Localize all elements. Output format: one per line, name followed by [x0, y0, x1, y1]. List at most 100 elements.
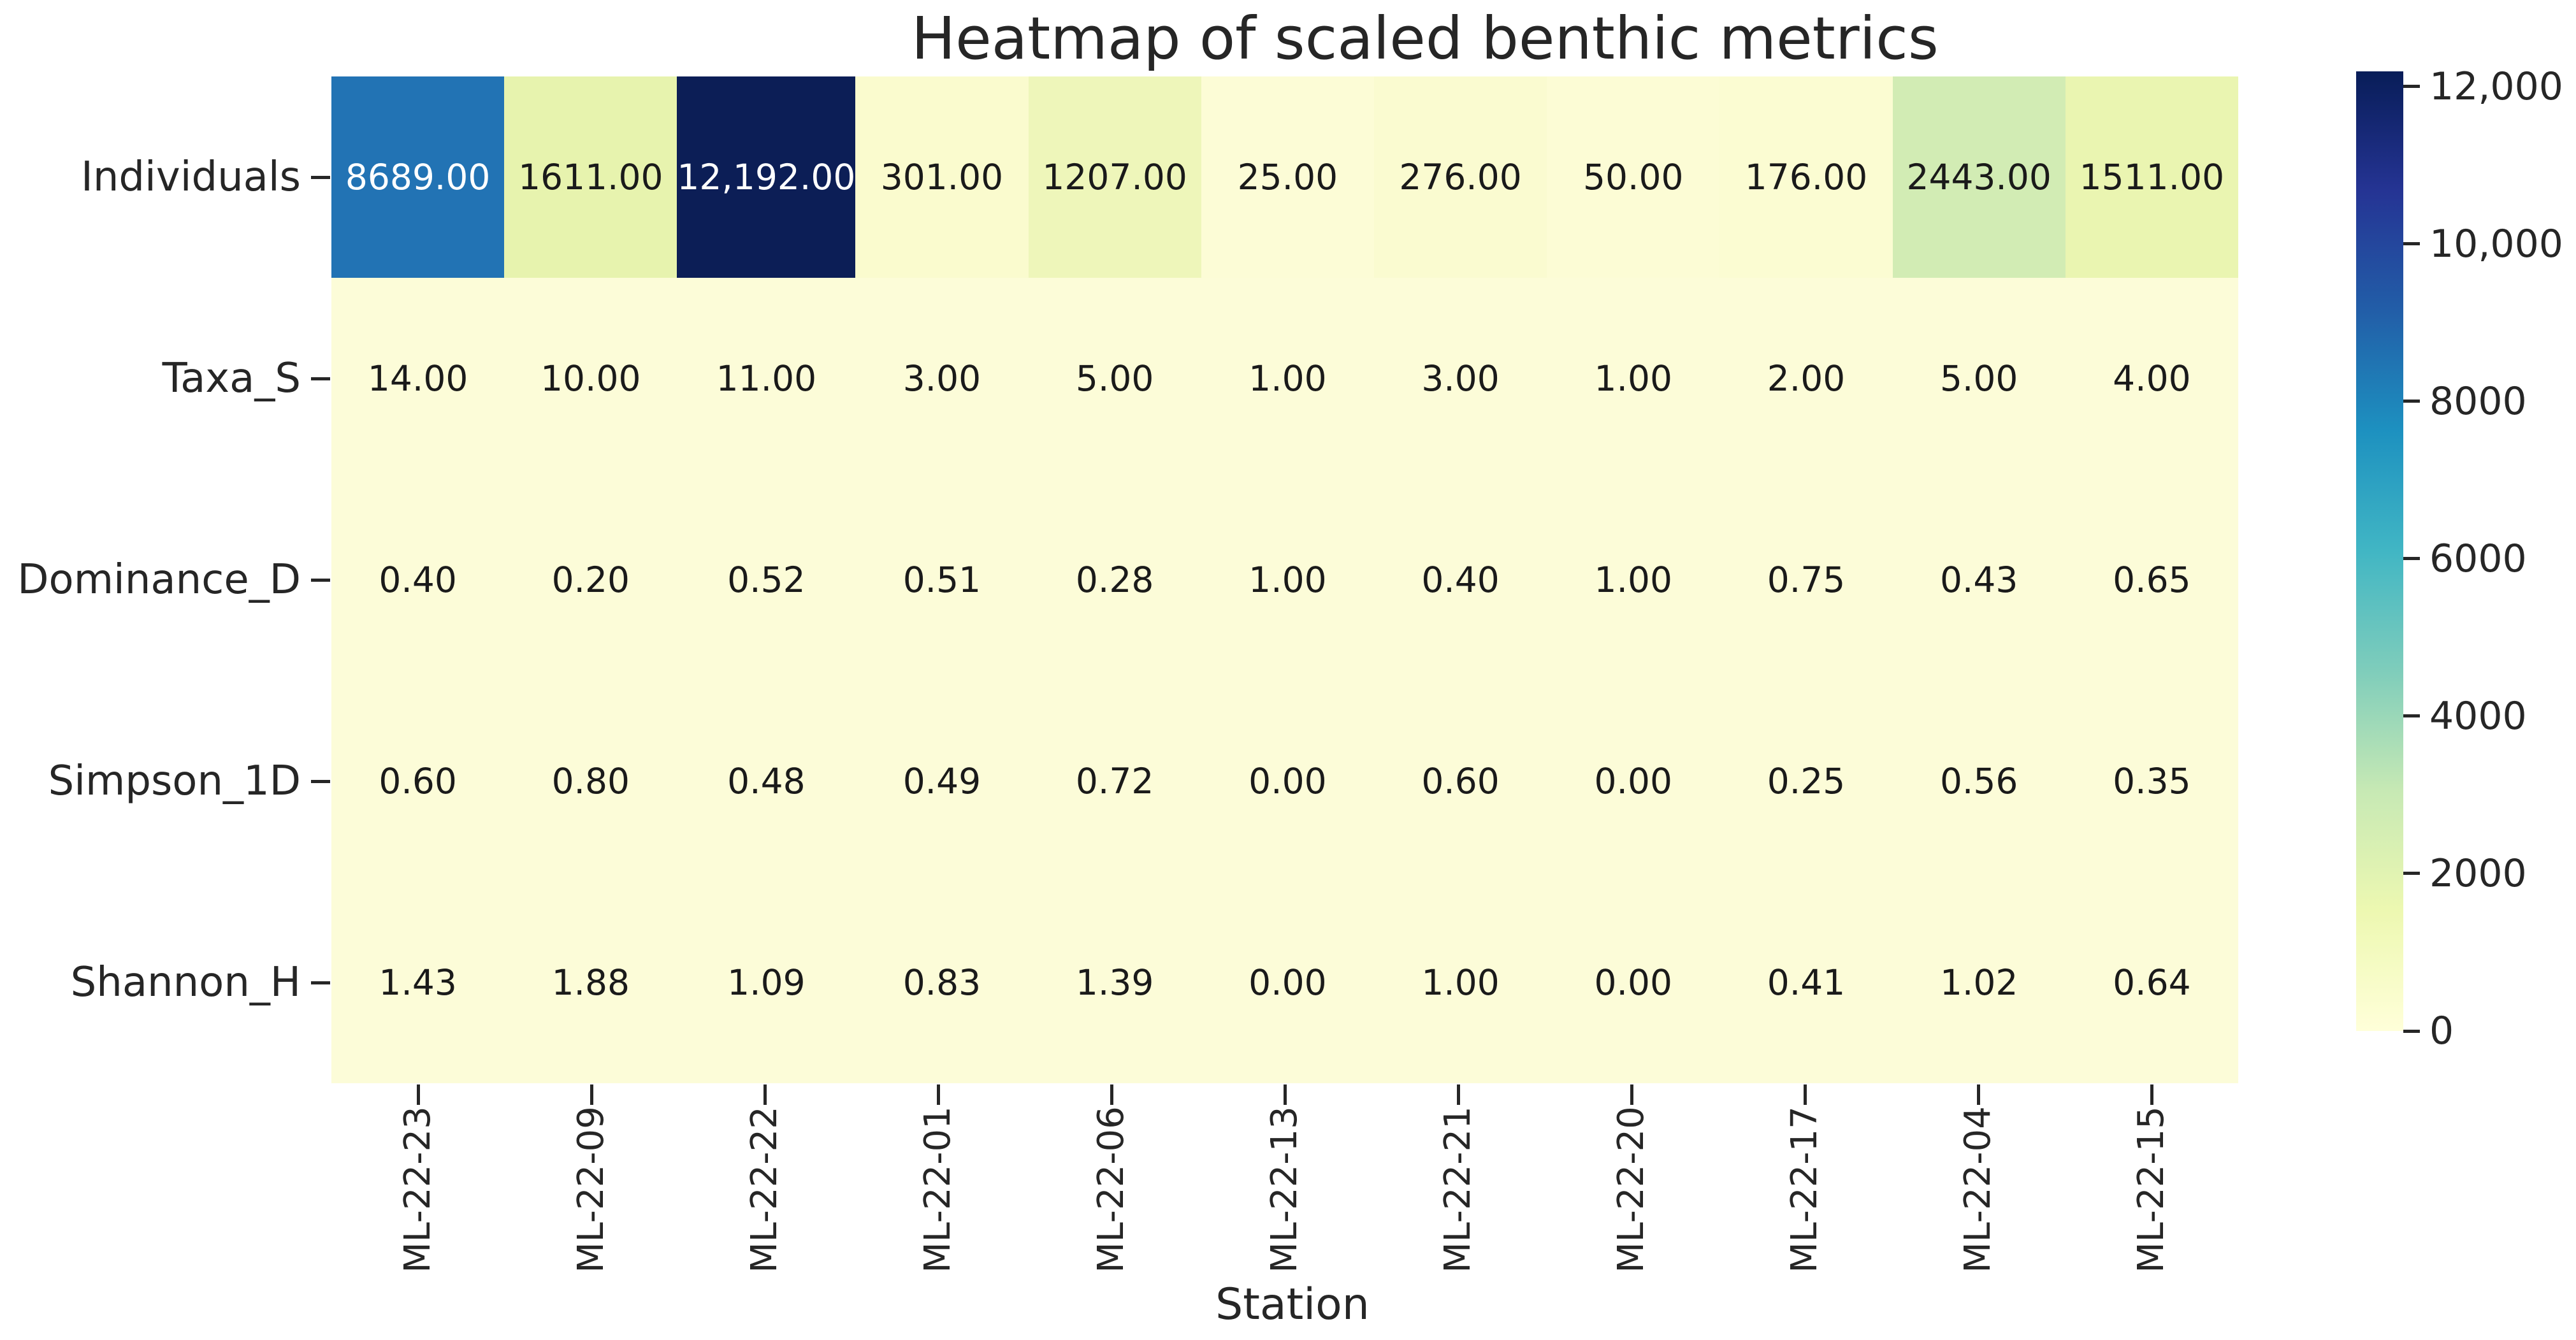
heatmap-cell: 1.39	[1028, 882, 1201, 1083]
cell-value: 0.35	[2113, 761, 2191, 802]
colorbar-tick	[2403, 1029, 2420, 1033]
heatmap-cell: 301.00	[855, 76, 1029, 278]
heatmap-cell: 0.64	[2065, 882, 2238, 1083]
cell-value: 0.40	[1421, 559, 1500, 600]
cell-value: 1.02	[1939, 962, 2018, 1003]
cell-value: 1611.00	[518, 157, 663, 198]
colorbar-tick-label: 2000	[2429, 851, 2527, 896]
cell-value: 11.00	[716, 358, 817, 399]
heatmap-cell: 0.43	[1892, 479, 2066, 681]
y-tick	[311, 377, 330, 380]
x-tick-label: ML-22-15	[2131, 1106, 2172, 1273]
x-tick-label: ML-22-06	[1090, 1106, 1132, 1273]
y-tick-label: Dominance_D	[17, 556, 301, 603]
x-tick	[590, 1084, 593, 1105]
heatmap-cell: 0.72	[1028, 681, 1201, 882]
cell-value: 3.00	[902, 358, 981, 399]
y-tick-label: Taxa_S	[162, 355, 301, 402]
cell-value: 25.00	[1237, 157, 1338, 198]
cell-value: 1.00	[1248, 559, 1327, 600]
heatmap-cell: 12,192.00	[677, 76, 856, 278]
cell-value: 2443.00	[1906, 157, 2051, 198]
heatmap-cell: 0.49	[855, 681, 1029, 882]
cell-value: 0.43	[1939, 559, 2018, 600]
cell-value: 0.60	[1421, 761, 1500, 802]
cell-value: 0.52	[727, 559, 806, 600]
cell-value: 301.00	[880, 157, 1004, 198]
x-tick-label: ML-22-23	[397, 1106, 438, 1273]
heatmap-cell: 0.25	[1719, 681, 1893, 882]
y-tick-label: Individuals	[80, 154, 301, 201]
cell-value: 1.43	[379, 962, 457, 1003]
cell-value: 0.20	[551, 559, 630, 600]
cell-value: 1.39	[1075, 962, 1154, 1003]
heatmap-cell: 0.00	[1547, 882, 1720, 1083]
heatmap-cell: 1207.00	[1028, 76, 1201, 278]
heatmap-cell: 0.35	[2065, 681, 2238, 882]
x-tick	[1630, 1084, 1633, 1105]
heatmap-cell: 14.00	[331, 278, 505, 479]
cell-value: 1.00	[1421, 962, 1500, 1003]
heatmap-cell: 1511.00	[2065, 76, 2238, 278]
heatmap-cell: 25.00	[1201, 76, 1374, 278]
cell-value: 176.00	[1744, 157, 1868, 198]
cell-value: 1511.00	[2079, 157, 2225, 198]
x-tick-label: ML-22-09	[570, 1106, 612, 1273]
colorbar-tick-label: 8000	[2429, 378, 2527, 424]
heatmap-cell: 1.02	[1892, 882, 2066, 1083]
heatmap-grid: 8689.00 1611.00 12,192.00 301.00 1207.00 25.0…	[331, 76, 2238, 1083]
cell-value: 0.60	[379, 761, 457, 802]
cell-value: 1.88	[551, 962, 630, 1003]
colorbar-tick	[2403, 242, 2420, 246]
cell-value: 0.41	[1767, 962, 1846, 1003]
x-tick-label: ML-22-01	[917, 1106, 959, 1273]
colorbar-tick-label: 0	[2429, 1009, 2454, 1053]
colorbar-tick-label: 10,000	[2429, 221, 2563, 266]
x-tick	[1976, 1084, 1980, 1105]
cell-value: 3.00	[1421, 358, 1500, 399]
cell-value: 8689.00	[345, 157, 491, 198]
cell-value: 0.25	[1767, 761, 1846, 802]
cell-value: 5.00	[1075, 358, 1154, 399]
y-tick	[311, 175, 330, 179]
heatmap-cell: 3.00	[1373, 278, 1547, 479]
x-tick	[763, 1084, 767, 1105]
heatmap-cell: 5.00	[1028, 278, 1201, 479]
heatmap-cell: 2443.00	[1892, 76, 2066, 278]
cell-value: 0.49	[902, 761, 981, 802]
cell-value: 0.83	[902, 962, 981, 1003]
heatmap-cell: 1.00	[1547, 278, 1720, 479]
x-tick	[416, 1084, 420, 1105]
y-tick-label: Simpson_1D	[48, 758, 301, 805]
x-tick	[936, 1084, 940, 1105]
x-tick-label: ML-22-17	[1784, 1106, 1825, 1273]
heatmap-cell: 0.75	[1719, 479, 1893, 681]
colorbar-tick-label: 12,000	[2429, 64, 2563, 109]
colorbar-tick	[2403, 400, 2420, 403]
cell-value: 0.00	[1594, 761, 1672, 802]
cell-value: 2.00	[1767, 358, 1846, 399]
colorbar-tick-label: 6000	[2429, 536, 2527, 581]
x-tick	[1456, 1084, 1460, 1105]
heatmap-cell: 3.00	[855, 278, 1029, 479]
heatmap-cell: 0.40	[1373, 479, 1547, 681]
heatmap-cell: 1.09	[677, 882, 856, 1083]
colorbar-tick	[2403, 872, 2420, 875]
colorbar-tick-label: 4000	[2429, 693, 2527, 738]
heatmap-cell: 1.00	[1201, 479, 1374, 681]
x-tick	[1803, 1084, 1807, 1105]
heatmap-cell: 1.00	[1373, 882, 1547, 1083]
cell-value: 0.72	[1075, 761, 1154, 802]
cell-value: 10.00	[540, 358, 641, 399]
cell-value: 1.09	[727, 962, 806, 1003]
x-tick-label: ML-22-04	[1957, 1106, 1999, 1273]
x-tick-label: ML-22-21	[1437, 1106, 1479, 1273]
chart-title: Heatmap of scaled benthic metrics	[911, 4, 1939, 73]
x-axis-title: Station	[1215, 1279, 1370, 1330]
colorbar-tick	[2403, 714, 2420, 718]
x-tick-label: ML-22-20	[1610, 1106, 1652, 1273]
heatmap-cell: 0.28	[1028, 479, 1201, 681]
x-tick	[1283, 1084, 1287, 1105]
heatmap-cell: 0.51	[855, 479, 1029, 681]
heatmap-cell: 1.00	[1547, 479, 1720, 681]
